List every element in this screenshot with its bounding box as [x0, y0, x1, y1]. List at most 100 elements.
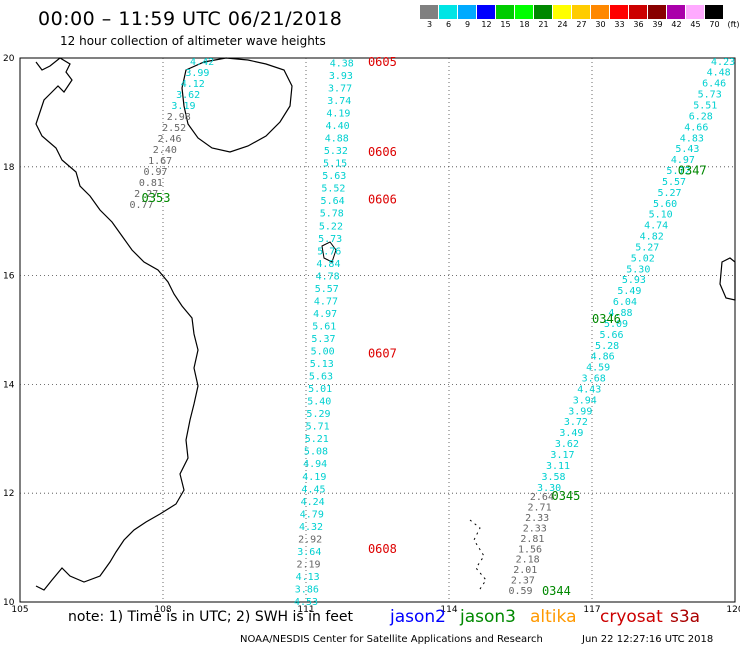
legend-label: 18: [519, 20, 530, 29]
swh-value-label: 0.77: [130, 200, 154, 211]
legend-unit: (ft): [727, 20, 740, 29]
swh-value-label: 4.74: [644, 221, 668, 232]
swh-value-label: 2.52: [162, 123, 186, 134]
swh-value-label: 2.27: [134, 189, 158, 200]
swh-value-label: 5.37: [311, 334, 335, 345]
swh-value-label: 5.32: [324, 146, 348, 157]
legend-swatch: [439, 5, 458, 19]
swh-value-label: 3.68: [582, 374, 606, 385]
legend-swatch: [534, 5, 553, 19]
swh-value-label: 5.64: [321, 196, 345, 207]
swh-value-label: 4.59: [586, 363, 610, 374]
lon-tick-label: 117: [583, 605, 600, 615]
lat-tick-label: 10: [3, 598, 15, 608]
swh-value-label: 5.40: [307, 397, 331, 408]
swh-value-label: 4.32: [299, 522, 323, 533]
swh-value-label: 4.88: [325, 134, 349, 145]
swh-value-label: 5.60: [653, 199, 677, 210]
swh-value-label: 3.77: [328, 83, 352, 94]
swh-value-label: 3.99: [185, 68, 209, 79]
swh-value-label: 2.18: [516, 555, 540, 566]
swh-value-label: 4.45: [301, 484, 325, 495]
legend-label: 42: [671, 20, 682, 29]
footer-timestamp: Jun 22 12:27:16 UTC 2018: [582, 634, 714, 645]
swh-value-label: 4.42: [190, 57, 214, 68]
legend-swatch: [648, 5, 667, 19]
swh-value-label: 5.51: [693, 100, 717, 111]
swh-value-label: 4.24: [301, 497, 325, 508]
legend-label: 30: [595, 20, 606, 29]
satellite-altika: altika: [530, 607, 577, 627]
pass-time-label: 0605: [368, 55, 397, 69]
swh-value-label: 4.83: [680, 133, 704, 144]
swh-value-label: 5.49: [617, 286, 641, 297]
swh-value-label: 5.61: [312, 321, 336, 332]
swh-value-label: 4.88: [608, 308, 632, 319]
coastline-paracel: [321, 241, 337, 263]
swh-value-label: 4.97: [671, 155, 695, 166]
lon-tick-label: 105: [11, 605, 28, 615]
swh-value-label: 0.59: [508, 586, 532, 597]
pass-time-label: 0346: [592, 312, 621, 326]
swh-value-label: 4.86: [591, 352, 615, 363]
swh-value-label: 2.37: [511, 576, 535, 587]
swh-value-label: 4.19: [326, 109, 350, 120]
swh-value-label: 2.01: [513, 565, 537, 576]
legend-swatch: [629, 5, 648, 19]
swh-value-label: 0.97: [143, 167, 167, 178]
lat-tick-label: 12: [3, 489, 14, 499]
lon-tick-label: 111: [297, 605, 314, 615]
legend-label: 3: [426, 20, 433, 29]
swh-value-label: 4.12: [181, 79, 205, 90]
swh-value-label: 3.58: [542, 472, 566, 483]
swh-value-label: 4.66: [684, 122, 708, 133]
pass-time-label: 0347: [678, 164, 707, 178]
swh-value-label: 5.08: [304, 447, 328, 458]
coastline-hainan: [181, 57, 293, 153]
coastline-vietnam: [35, 57, 199, 591]
legend-swatch: [610, 5, 629, 19]
coastline-luzon: [719, 257, 736, 301]
swh-value-label: 4.40: [326, 121, 350, 132]
swh-value-label: 5.63: [322, 171, 346, 182]
color-scale-labels: 3 6 9 12 15 18 21 24 27 30 33 36 39 42 45 70 (ft): [420, 20, 740, 29]
swh-value-label: 3.72: [564, 417, 588, 428]
swh-value-label: 5.73: [318, 234, 342, 245]
swh-value-label: 4.19: [302, 472, 326, 483]
swh-value-label: 3.86: [295, 584, 319, 595]
swh-value-label: 2.81: [520, 534, 544, 545]
lat-tick-label: 14: [3, 380, 15, 390]
legend-swatch: [686, 5, 705, 19]
swh-value-label: 5.02: [631, 253, 655, 264]
legend-label: 45: [690, 20, 701, 29]
satellite-jason3: jason3: [460, 607, 516, 627]
swh-value-label: 2.33: [523, 523, 547, 534]
swh-value-label: 5.28: [595, 341, 619, 352]
swh-value-label: 3.64: [297, 547, 321, 558]
swh-value-label: 6.46: [702, 79, 726, 90]
swh-value-label: 5.15: [323, 159, 347, 170]
lat-tick-label: 20: [3, 54, 15, 64]
swh-value-label: 5.76: [317, 246, 341, 257]
swh-value-label: 5.22: [319, 221, 343, 232]
legend-swatch: [705, 5, 724, 19]
swh-value-label: 5.29: [306, 409, 330, 420]
legend-swatch: [591, 5, 610, 19]
page-title: 00:00 – 11:59 UTC 06/21/2018: [38, 8, 343, 30]
legend-label: 9: [464, 20, 471, 29]
swh-value-label: 5.52: [321, 184, 345, 195]
pass-time-label: 0607: [368, 346, 397, 360]
swh-value-label: 6.28: [689, 111, 713, 122]
swh-value-label: 4.77: [314, 296, 338, 307]
swh-value-label: 5.13: [310, 359, 334, 370]
swh-value-label: 1.67: [148, 156, 172, 167]
swh-value-label: 2.92: [298, 534, 322, 545]
swh-value-label: 2.71: [528, 502, 552, 513]
legend-label: 70: [709, 20, 720, 29]
swh-value-label: 3.62: [555, 439, 579, 450]
swh-value-label: 5.27: [658, 188, 682, 199]
lon-tick-label: 114: [440, 605, 457, 615]
swh-value-label: 3.17: [550, 450, 574, 461]
swh-value-label: 4.84: [316, 259, 340, 270]
